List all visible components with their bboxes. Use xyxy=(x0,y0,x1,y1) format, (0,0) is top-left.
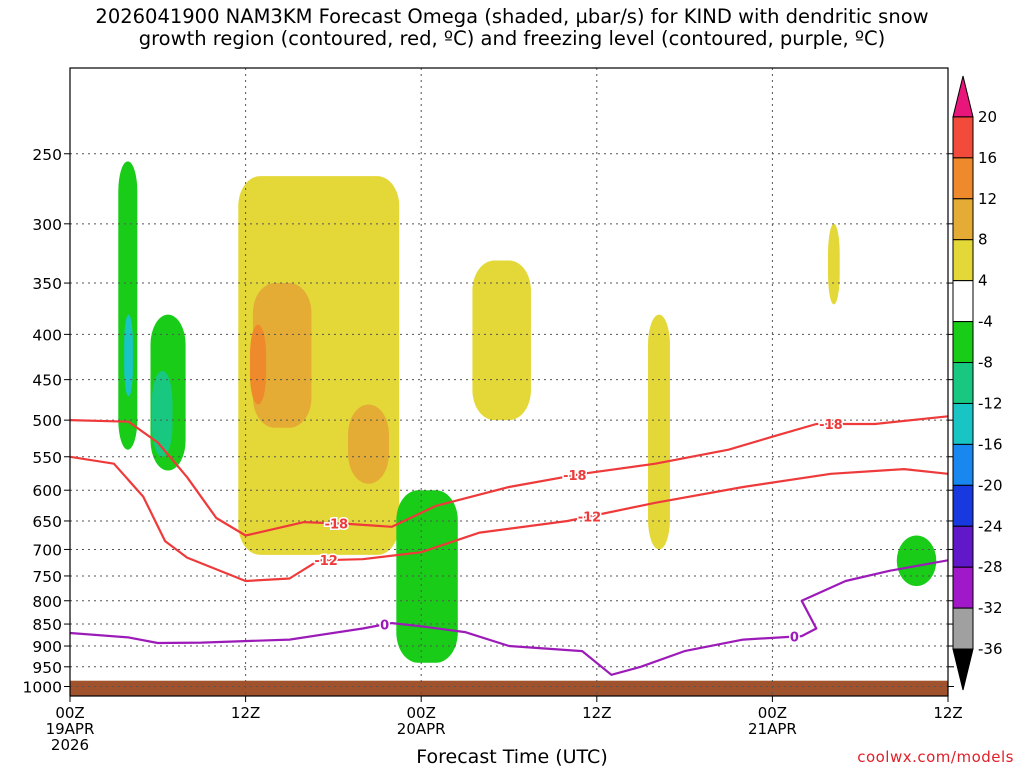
y-tick-label: 650 xyxy=(32,513,62,531)
colorbar-tick-label: 20 xyxy=(978,108,997,126)
y-tick-label: 900 xyxy=(32,638,62,656)
x-tick-date: 21APR xyxy=(748,720,797,738)
colorbar-tick-label: 12 xyxy=(978,190,997,208)
x-tick-date: 19APR xyxy=(46,720,95,738)
contour-label: -18 xyxy=(563,469,587,484)
colorbar-bin xyxy=(952,484,974,527)
y-tick-label: 500 xyxy=(32,412,62,430)
x-tick-label: 00Z xyxy=(407,704,436,722)
y-tick-label: 800 xyxy=(32,593,62,611)
x-tick-label: 12Z xyxy=(933,704,962,722)
colorbar-tick-label: -24 xyxy=(978,517,1003,535)
x-tick-date: 20APR xyxy=(397,720,446,738)
colorbar-tick-label: -28 xyxy=(978,558,1003,576)
y-tick-label: 450 xyxy=(32,372,62,390)
colorbar-bin xyxy=(952,648,974,691)
plot-frame xyxy=(69,67,949,697)
x-tick-label: 12Z xyxy=(582,704,611,722)
colorbar-tick-label: 16 xyxy=(978,149,997,167)
shaded-ascent-low-level xyxy=(396,490,458,663)
y-tick-label: 950 xyxy=(32,659,62,677)
y-tick-label: 400 xyxy=(32,326,62,344)
colorbar-bin xyxy=(952,198,974,241)
shaded-ascent-late-low xyxy=(896,535,937,587)
credit-link[interactable]: coolwx.com/models xyxy=(857,748,1014,766)
colorbar-bin xyxy=(952,75,974,118)
contour-dendritic-12C-line xyxy=(70,455,948,583)
shaded-sink-isolated-high xyxy=(828,223,840,305)
shaded-sink-upper-mod xyxy=(252,283,312,428)
x-tick-year: 2026 xyxy=(51,736,89,754)
x-tick-label: 12Z xyxy=(231,704,260,722)
shaded-sink-upper-strong xyxy=(249,324,267,405)
colorbar-tick-label: -20 xyxy=(978,476,1003,494)
colorbar-tick-label: -36 xyxy=(978,640,1003,658)
colorbar-tick-label: -8 xyxy=(978,354,993,372)
colorbar-bin xyxy=(952,280,974,323)
colorbar-bin xyxy=(952,525,974,568)
colorbar-tick-label: -16 xyxy=(978,435,1003,453)
shaded-ascent-slanted-core xyxy=(151,371,173,457)
shaded-ascent-tall-column xyxy=(118,161,138,450)
shaded-sink-mid-mod xyxy=(348,404,390,484)
colorbar-bin xyxy=(952,443,974,486)
plot-area: -18 -12 0 -18 -18 -12 0 xyxy=(70,68,948,696)
colorbar-bin xyxy=(952,607,974,650)
shaded-sink-isolated-mid xyxy=(648,314,670,550)
contour-label: -18 xyxy=(325,517,349,532)
y-tick-label: 1000 xyxy=(23,679,62,697)
colorbar-bin xyxy=(952,321,974,364)
contour-label: 0 xyxy=(380,618,389,633)
colorbar-tick-label: 4 xyxy=(978,272,988,290)
contour-label: -12 xyxy=(578,510,602,525)
ground-fill xyxy=(70,680,948,696)
y-tick-label: 300 xyxy=(32,216,62,234)
colorbar: 20 16 12 8 4 -4 -8 -12 -16 -20 -24 -28 -32 -36 xyxy=(952,75,1003,691)
x-axis-label: Forecast Time (UTC) xyxy=(416,746,608,768)
x-tick-label: 00Z xyxy=(55,704,84,722)
chart-title: 2026041900 NAM3KM Forecast Omega (shaded… xyxy=(0,6,1024,50)
y-tick-label: 550 xyxy=(32,449,62,467)
colorbar-tick-label: -32 xyxy=(978,599,1003,617)
grid-lines xyxy=(70,68,948,696)
y-tick-label: 750 xyxy=(32,568,62,586)
contour-label: -12 xyxy=(314,554,338,569)
colorbar-bin xyxy=(952,402,974,445)
y-tick-label: 350 xyxy=(32,275,62,293)
shaded-sink-isolated-upper xyxy=(472,260,531,421)
contour-label: 0 xyxy=(790,631,799,646)
y-tick-label: 850 xyxy=(32,616,62,634)
colorbar-bin xyxy=(952,239,974,282)
colorbar-bin xyxy=(952,566,974,609)
y-tick-label: 600 xyxy=(32,482,62,500)
colorbar-tick-label: 8 xyxy=(978,231,988,249)
colorbar-bin xyxy=(952,362,974,404)
colorbar-tick-label: -12 xyxy=(978,394,1003,412)
shaded-ascent-core xyxy=(124,314,133,397)
contour-dendritic-18C-line xyxy=(70,415,948,537)
chart-title-line1: 2026041900 NAM3KM Forecast Omega (shaded… xyxy=(95,5,929,28)
contour-label: -18 xyxy=(819,418,843,433)
contour-freezing-level xyxy=(70,559,948,676)
colorbar-bin xyxy=(952,157,974,200)
x-tick-label: 00Z xyxy=(758,704,787,722)
y-tick-label: 700 xyxy=(32,541,62,559)
chart-title-line2: growth region (contoured, red, ºC) and f… xyxy=(138,27,886,50)
colorbar-tick-label: -4 xyxy=(978,313,993,331)
y-tick-label: 250 xyxy=(32,146,62,164)
colorbar-bin xyxy=(952,116,974,159)
